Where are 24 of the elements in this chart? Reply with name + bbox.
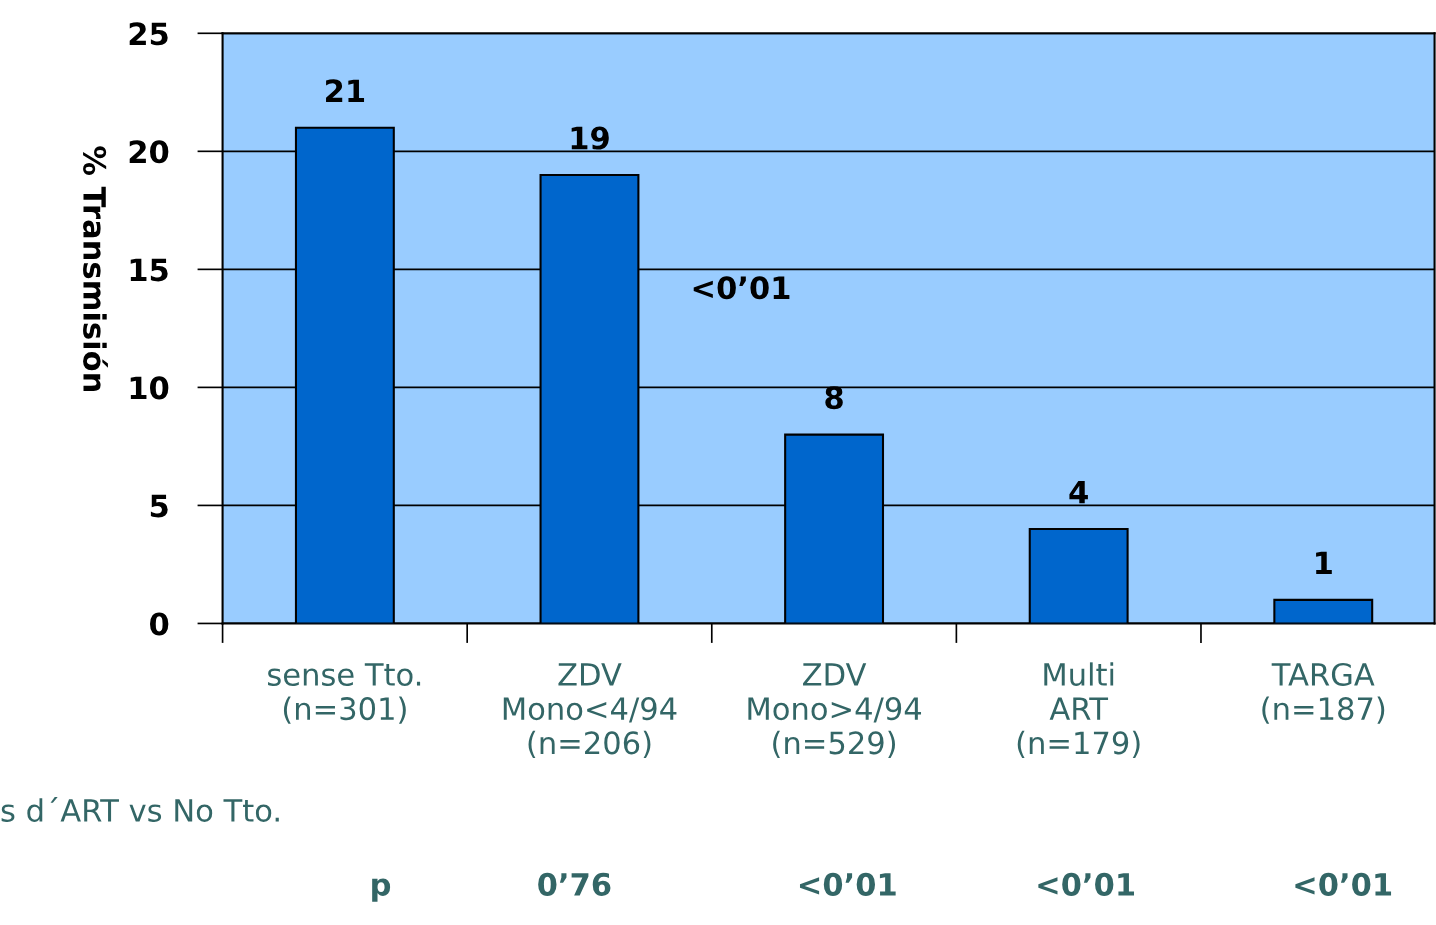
text: <0’01 [1295, 872, 1392, 896]
data-label: 1 [1316, 551, 1332, 575]
text: <0’01 [1038, 872, 1135, 896]
x-tick-label: TARGA (n=187) [1262, 662, 1385, 724]
y-tick-label: 20 [129, 140, 169, 164]
data-label: 8 [825, 386, 843, 410]
data-label: 4 [1069, 480, 1088, 504]
y-tick-label: 5 [150, 494, 168, 518]
x-tick-label: ZDV Mono>4/94 (n=529) [748, 663, 922, 759]
x-tick-label: sense Tto. (n=301) [268, 663, 421, 724]
data-label: 19 [571, 126, 609, 150]
x-tick-label: ZDV Mono<4/94 (n=206) [503, 663, 677, 759]
y-tick-label: 15 [130, 258, 168, 282]
y-tick-label: 0 [150, 612, 169, 636]
annotation: <0’01 [693, 276, 790, 300]
y-tick-label: 25 [129, 22, 168, 46]
y-axis-title: % Transmisión [83, 146, 108, 392]
text: <0’01 [799, 872, 896, 896]
y-tick-label: 10 [130, 376, 169, 400]
x-tick-label: Multi ART (n=179) [1017, 662, 1140, 759]
data-label: 21 [326, 79, 365, 102]
text: s d´ART vs No Tto. [1, 797, 279, 822]
text: 0’76 [538, 872, 611, 896]
text: p [372, 878, 391, 902]
